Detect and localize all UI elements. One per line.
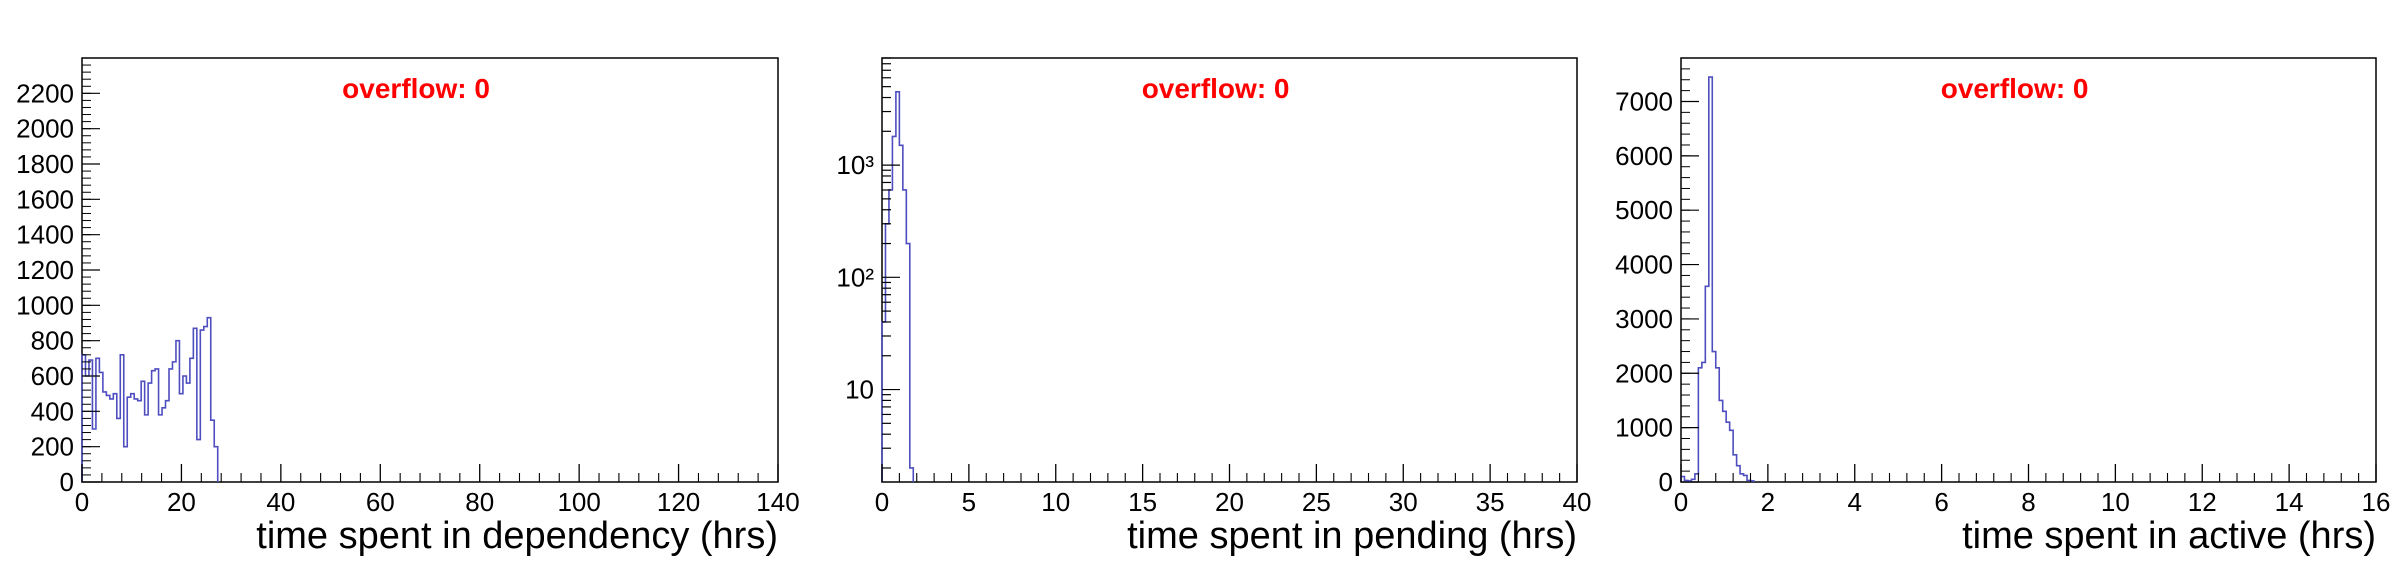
y-tick-label: 2000: [1615, 358, 1673, 388]
x-tick-label: 20: [1215, 487, 1244, 517]
x-tick-label: 100: [557, 487, 600, 517]
chart-panel-pending: 0 5 10 15 20 25 30 35 40 10 10² 10³ overflow: 0 time …: [836, 57, 1592, 557]
plot-frame: [881, 57, 1578, 483]
x-tick-label: 140: [756, 487, 799, 517]
overflow-label: overflow: 0: [1142, 73, 1290, 104]
y-tick-label: 0: [1659, 467, 1673, 497]
x-tick-label: 5: [962, 487, 976, 517]
chart-panel-dependency: 0 20 40 60 80 100 120 1400200400600800100012001…: [16, 57, 800, 557]
y-tick-label: 10: [845, 375, 874, 405]
x-tick-label: 6: [1934, 487, 1948, 517]
y-tick-label: 0: [60, 467, 74, 497]
overflow-label: overflow: 0: [342, 73, 490, 104]
y-tick-label: 1000: [1615, 413, 1673, 443]
y-tick-label: 10³: [836, 150, 874, 180]
y-tick-label: 4000: [1615, 250, 1673, 280]
y-tick-label: 10²: [836, 262, 874, 292]
x-axis-title: time spent in active (hrs): [1962, 515, 2376, 557]
y-tick-label: 7000: [1615, 86, 1673, 116]
x-tick-label: 30: [1389, 487, 1418, 517]
overflow-label: overflow: 0: [1941, 73, 2089, 104]
x-tick-label: 120: [657, 487, 700, 517]
plot-frame: [81, 57, 779, 483]
x-axis-title: time spent in pending (hrs): [1127, 515, 1577, 557]
x-tick-label: 10: [2101, 487, 2130, 517]
y-tick-label: 2000: [16, 114, 74, 144]
plot-frame: [1680, 57, 2377, 483]
y-tick-label: 1800: [16, 149, 74, 179]
chart-panel-active: 0 2 4 6 8 10 12 14 16 0 1000 2000 3000 4000 5000 6000 70…: [1615, 57, 2391, 557]
x-tick-label: 25: [1302, 487, 1331, 517]
x-tick-label: 40: [1563, 487, 1592, 517]
x-tick-label: 0: [75, 487, 89, 517]
y-tick-label: 400: [31, 396, 74, 426]
histogram-series: [81, 316, 219, 482]
x-tick-label: 4: [1848, 487, 1862, 517]
y-tick-label: 600: [31, 361, 74, 391]
y-tick-label: 1000: [16, 290, 74, 320]
x-tick-label: 14: [2275, 487, 2304, 517]
x-tick-label: 15: [1128, 487, 1157, 517]
y-tick-label: 2200: [16, 78, 74, 108]
y-tick-label: 1200: [16, 255, 74, 285]
y-tick-label: 6000: [1615, 141, 1673, 171]
x-tick-label: 16: [2362, 487, 2391, 517]
x-tick-label: 8: [2021, 487, 2035, 517]
x-tick-label: 0: [1674, 487, 1688, 517]
x-tick-label: 0: [875, 487, 889, 517]
x-axis-title: time spent in dependency (hrs): [256, 515, 778, 557]
y-tick-label: 5000: [1615, 195, 1673, 225]
x-tick-label: 20: [167, 487, 196, 517]
x-tick-label: 12: [2188, 487, 2217, 517]
y-tick-label: 3000: [1615, 304, 1673, 334]
x-tick-label: 40: [266, 487, 295, 517]
x-tick-label: 80: [465, 487, 494, 517]
y-tick-label: 800: [31, 326, 74, 356]
y-tick-label: 1600: [16, 184, 74, 214]
histogram-series: [1680, 76, 1755, 482]
x-tick-label: 35: [1476, 487, 1505, 517]
x-tick-label: 60: [366, 487, 395, 517]
y-tick-label: 200: [31, 432, 74, 462]
y-tick-label: 1400: [16, 220, 74, 250]
x-tick-label: 10: [1041, 487, 1070, 517]
x-tick-label: 2: [1761, 487, 1775, 517]
